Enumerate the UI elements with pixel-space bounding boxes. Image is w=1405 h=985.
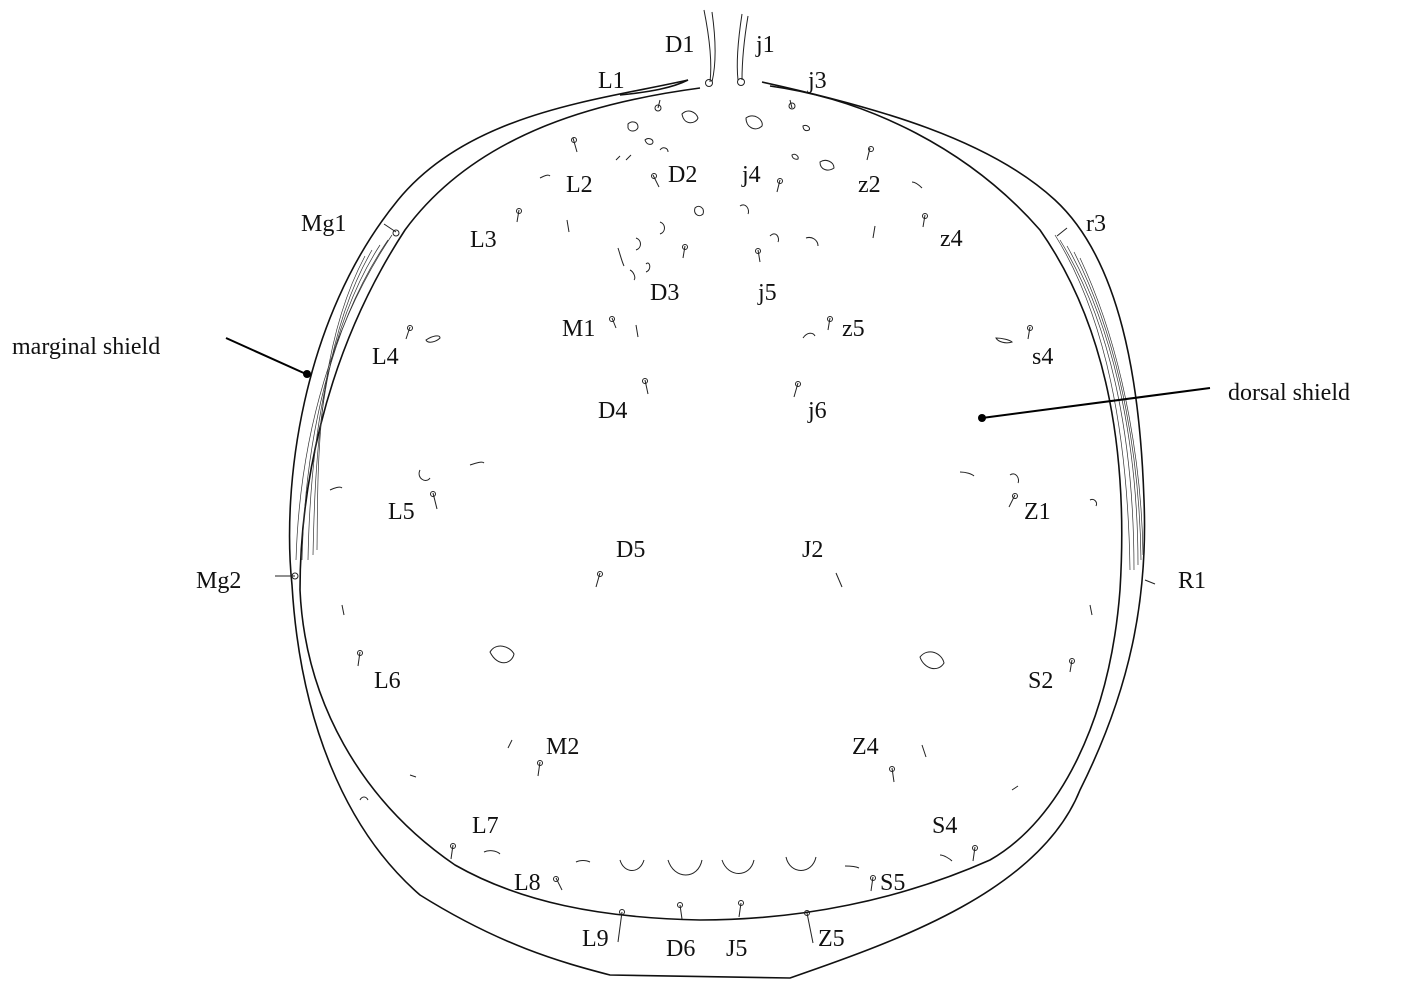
label-Z4: Z4 <box>852 734 879 760</box>
marginal-shield-leader <box>225 337 311 378</box>
cuticular-pores <box>329 110 1097 876</box>
label-S4: S4 <box>932 813 957 839</box>
label-z4: z4 <box>940 226 963 252</box>
label-j1: j1 <box>755 32 775 58</box>
anterior-left-margin <box>619 79 689 96</box>
label-D6: D6 <box>666 936 695 962</box>
label-j6: j6 <box>807 398 827 424</box>
label-L7: L7 <box>472 813 499 839</box>
dorsal-shield-leader <box>978 387 1211 422</box>
label-L2: L2 <box>566 172 593 198</box>
label-R1: R1 <box>1178 568 1206 594</box>
label-j4: j4 <box>741 162 761 188</box>
label-z5: z5 <box>842 316 865 342</box>
setae <box>275 99 1156 944</box>
label-L4: L4 <box>372 344 399 370</box>
label-D5: D5 <box>616 537 645 563</box>
label-Mg2: Mg2 <box>196 568 241 594</box>
label-Mg1: Mg1 <box>301 211 346 237</box>
label-r3: r3 <box>1086 211 1106 237</box>
label-L8: L8 <box>514 870 541 896</box>
seta-D1 <box>703 9 716 87</box>
label-L3: L3 <box>470 227 497 253</box>
label-L1: L1 <box>598 68 625 94</box>
label-M2: M2 <box>546 734 579 760</box>
label-M1: M1 <box>562 316 595 342</box>
label-D2: D2 <box>668 162 697 188</box>
label-z2: z2 <box>858 172 881 198</box>
label-L5: L5 <box>388 499 415 525</box>
label-S5: S5 <box>880 870 905 896</box>
seta-j1 <box>736 13 749 86</box>
label-Z5: Z5 <box>818 926 845 952</box>
label-Z1: Z1 <box>1024 499 1051 525</box>
label-j5: j5 <box>757 280 777 306</box>
label-S2: S2 <box>1028 668 1053 694</box>
marginal-shield-outline-left <box>288 79 1146 979</box>
marginal-shield-hatching-right <box>1054 234 1144 571</box>
label-dorsal-shield: dorsal shield <box>1228 380 1350 406</box>
label-J5: J5 <box>726 936 747 962</box>
label-j3: j3 <box>807 68 827 94</box>
label-D3: D3 <box>650 280 679 306</box>
marginal-shield-hatching-left <box>295 234 393 561</box>
label-D4: D4 <box>598 398 627 424</box>
label-marginal-shield: marginal shield <box>12 334 160 360</box>
label-D1: D1 <box>665 32 694 58</box>
label-L9: L9 <box>582 926 609 952</box>
dorsal-shield-outline <box>299 85 1123 921</box>
label-J2: J2 <box>802 537 823 563</box>
label-L6: L6 <box>374 668 401 694</box>
label-s4: s4 <box>1032 344 1053 370</box>
